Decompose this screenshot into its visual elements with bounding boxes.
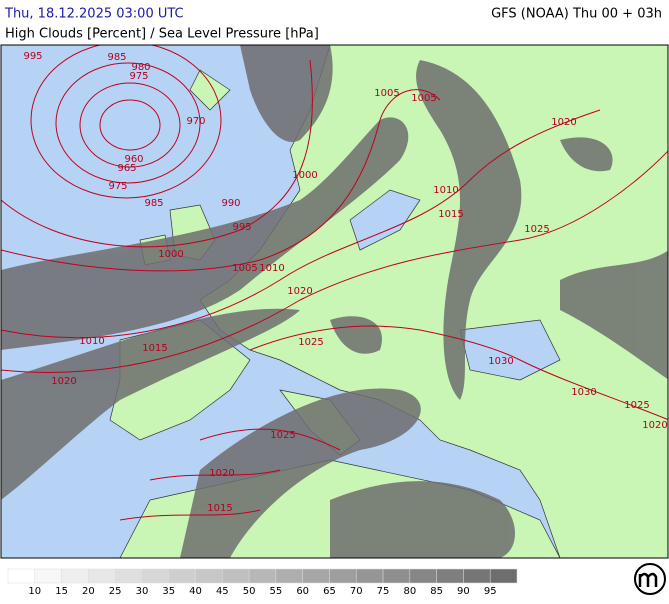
isobar-label: 985 xyxy=(144,198,163,209)
legend-swatch xyxy=(489,568,518,584)
isobar-label: 980 xyxy=(131,62,150,73)
legend-swatch xyxy=(275,568,303,584)
legend-swatch xyxy=(114,568,143,584)
legend-swatch xyxy=(88,568,116,584)
isobar-label: 1010 xyxy=(433,185,458,196)
isobar-label: 1015 xyxy=(142,343,167,354)
legend-label: 95 xyxy=(484,586,497,597)
legend-swatch xyxy=(382,568,411,584)
legend-label: 20 xyxy=(82,586,95,597)
isobar-label: 1025 xyxy=(624,400,649,411)
legend-swatch xyxy=(195,568,223,584)
legend-label: 40 xyxy=(189,586,202,597)
legend-label: 15 xyxy=(55,586,68,597)
isobar-label: 975 xyxy=(129,71,148,82)
model-run: GFS (NOAA) Thu 00 + 03h xyxy=(491,7,662,22)
legend-swatch xyxy=(34,568,62,584)
isobar-label: 1000 xyxy=(158,249,183,260)
isobar-label: 1005 xyxy=(232,263,257,274)
isobar-label: 985 xyxy=(107,52,126,63)
isobar-label: 1025 xyxy=(270,430,295,441)
legend-label: 25 xyxy=(109,586,122,597)
isobar-label: 1010 xyxy=(259,263,284,274)
isobars xyxy=(1,45,668,521)
isobar-label: 1025 xyxy=(524,224,549,235)
legend-swatch xyxy=(222,568,250,584)
legend-swatch xyxy=(302,568,330,584)
legend-swatch xyxy=(61,568,89,584)
isobar-label: 1020 xyxy=(51,376,76,387)
legend-label: 55 xyxy=(270,586,283,597)
legend-label: 50 xyxy=(243,586,256,597)
logo xyxy=(634,563,666,595)
isobar-label: 1020 xyxy=(287,286,312,297)
clouds xyxy=(1,45,668,558)
map-title: Thu, 18.12.2025 03:00 UTC xyxy=(4,7,184,22)
legend: 10 15 20 25 30 35 40 45 50 55 60 65 70 75 80 85 90 95 xyxy=(7,568,518,597)
legend-swatch xyxy=(248,568,277,584)
legend-label: 85 xyxy=(430,586,443,597)
isobar-label: 1005 xyxy=(374,88,399,99)
isobar-label: 990 xyxy=(221,198,240,209)
isobar-label: 965 xyxy=(117,163,136,174)
legend-label: 35 xyxy=(162,586,175,597)
legend-swatch xyxy=(436,568,464,584)
isobar-label: 1030 xyxy=(571,387,596,398)
logo-mark xyxy=(638,572,658,587)
legend-label: 70 xyxy=(350,586,363,597)
legend-label: 10 xyxy=(28,586,41,597)
isobar-label: 1005 xyxy=(411,93,436,104)
legend-label: 80 xyxy=(403,586,416,597)
legend-label: 60 xyxy=(296,586,309,597)
isobar-label: 1015 xyxy=(438,209,463,220)
legend-label: 75 xyxy=(377,586,390,597)
legend-label: 30 xyxy=(136,586,149,597)
legend-label: 90 xyxy=(457,586,470,597)
isobar-label: 1010 xyxy=(79,336,104,347)
isobar-label: 1015 xyxy=(207,503,232,514)
isobar-label: 960 xyxy=(124,154,143,165)
isobar-label: 1020 xyxy=(209,468,234,479)
isobar-label: 995 xyxy=(232,222,251,233)
isobar-label: 995 xyxy=(23,51,42,62)
legend-swatch xyxy=(356,568,384,584)
legend-swatch xyxy=(168,568,196,584)
legend-label: 65 xyxy=(323,586,336,597)
isobar-label: 1025 xyxy=(298,337,323,348)
isobar-label: 1030 xyxy=(488,356,513,367)
legend-swatch xyxy=(7,568,36,584)
logo-ring xyxy=(634,563,666,595)
legend-label: 45 xyxy=(216,586,229,597)
isobar-label: 970 xyxy=(186,116,205,127)
isobar-label: 1020 xyxy=(551,117,576,128)
inland-seas xyxy=(349,189,561,381)
legend-swatch xyxy=(409,568,437,584)
isobar-label: 1000 xyxy=(292,170,317,181)
legend-swatch xyxy=(463,568,491,584)
isobar-label: 975 xyxy=(108,181,127,192)
map-frame xyxy=(0,44,669,559)
legend-swatch xyxy=(141,568,169,584)
isobar-label: 1020 xyxy=(642,420,667,431)
legend-swatch xyxy=(329,568,357,584)
map-subtitle: High Clouds [Percent] / Sea Level Pressu… xyxy=(5,27,319,42)
